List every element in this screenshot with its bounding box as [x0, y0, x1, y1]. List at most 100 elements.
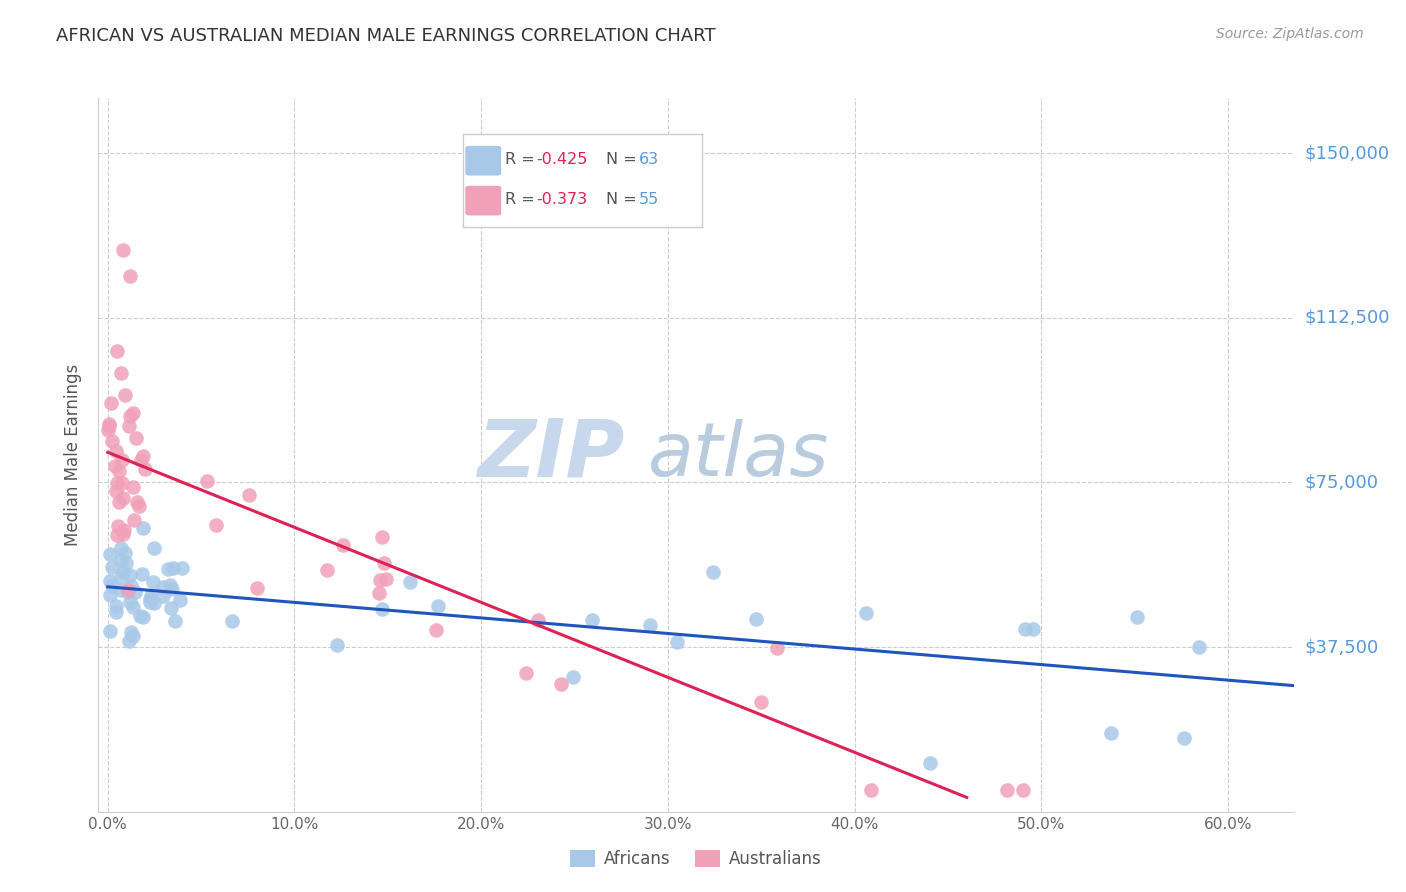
- Text: Source: ZipAtlas.com: Source: ZipAtlas.com: [1216, 27, 1364, 41]
- Point: [425, 623, 447, 637]
- Point: [131, 567, 153, 582]
- Point: [105, 343, 128, 358]
- Point: [995, 782, 1018, 797]
- Point: [128, 499, 150, 513]
- FancyBboxPatch shape: [465, 186, 501, 216]
- Point: [238, 488, 260, 502]
- Point: [118, 633, 141, 648]
- Text: atlas: atlas: [648, 419, 830, 491]
- Point: [163, 614, 186, 628]
- Point: [371, 602, 394, 616]
- Point: [105, 528, 128, 542]
- Point: [101, 578, 124, 592]
- Text: ZIP: ZIP: [477, 416, 624, 494]
- Point: [1173, 731, 1195, 746]
- Point: [375, 572, 398, 586]
- Text: AFRICAN VS AUSTRALIAN MEDIAN MALE EARNINGS CORRELATION CHART: AFRICAN VS AUSTRALIAN MEDIAN MALE EARNIN…: [56, 27, 716, 45]
- Point: [1099, 725, 1122, 739]
- Point: [110, 366, 132, 380]
- Point: [139, 592, 162, 607]
- Point: [159, 601, 181, 615]
- Point: [855, 606, 877, 620]
- Point: [132, 610, 155, 624]
- Point: [111, 475, 134, 490]
- Point: [100, 574, 122, 589]
- Point: [766, 640, 789, 655]
- Point: [169, 593, 191, 607]
- Point: [152, 590, 174, 604]
- Point: [1012, 782, 1035, 797]
- Point: [108, 494, 131, 508]
- Point: [162, 561, 184, 575]
- Point: [221, 614, 243, 628]
- Point: [122, 480, 145, 494]
- Point: [120, 595, 142, 609]
- Point: [122, 600, 145, 615]
- Point: [749, 695, 772, 709]
- Point: [127, 495, 149, 509]
- Text: R =: R =: [505, 153, 540, 168]
- Point: [103, 458, 125, 473]
- Text: $150,000: $150,000: [1305, 144, 1389, 162]
- Point: [120, 579, 142, 593]
- Point: [143, 596, 166, 610]
- FancyBboxPatch shape: [465, 146, 501, 176]
- Point: [139, 590, 162, 604]
- Point: [122, 407, 145, 421]
- Point: [120, 409, 142, 424]
- Point: [134, 462, 156, 476]
- Point: [101, 434, 124, 448]
- Point: [745, 612, 768, 626]
- Point: [117, 585, 139, 599]
- Point: [1188, 640, 1211, 654]
- Point: [121, 629, 143, 643]
- Point: [105, 475, 128, 490]
- Point: [665, 635, 688, 649]
- Text: R =: R =: [505, 192, 540, 207]
- Point: [246, 581, 269, 595]
- Point: [100, 624, 122, 638]
- Point: [125, 432, 148, 446]
- Point: [316, 563, 339, 577]
- Point: [527, 613, 550, 627]
- Point: [156, 562, 179, 576]
- Text: 55: 55: [638, 192, 659, 207]
- Text: N =: N =: [606, 153, 643, 168]
- Point: [122, 513, 145, 527]
- Text: 63: 63: [638, 153, 659, 168]
- Point: [515, 665, 537, 680]
- Point: [1126, 609, 1149, 624]
- Point: [112, 527, 135, 541]
- Point: [132, 521, 155, 535]
- Text: $37,500: $37,500: [1305, 638, 1379, 656]
- Point: [195, 475, 218, 489]
- Point: [111, 243, 134, 257]
- Point: [117, 583, 139, 598]
- Point: [97, 424, 120, 438]
- Point: [114, 387, 136, 401]
- Point: [920, 756, 942, 771]
- Point: [159, 577, 181, 591]
- Point: [98, 588, 121, 602]
- Text: N =: N =: [606, 192, 643, 207]
- Y-axis label: Median Male Earnings: Median Male Earnings: [65, 364, 83, 546]
- Point: [152, 580, 174, 594]
- Point: [427, 599, 450, 614]
- Point: [114, 546, 136, 560]
- Point: [859, 782, 882, 797]
- Point: [110, 570, 132, 584]
- Point: [371, 530, 394, 544]
- Point: [205, 517, 228, 532]
- Point: [581, 613, 603, 627]
- Point: [142, 541, 165, 556]
- Point: [120, 625, 142, 640]
- Text: $75,000: $75,000: [1305, 474, 1379, 491]
- Point: [142, 575, 165, 590]
- Point: [128, 608, 150, 623]
- Point: [1014, 622, 1036, 636]
- Point: [120, 567, 142, 582]
- Point: [104, 605, 127, 619]
- Point: [104, 443, 127, 458]
- Point: [139, 595, 162, 609]
- Point: [111, 565, 134, 579]
